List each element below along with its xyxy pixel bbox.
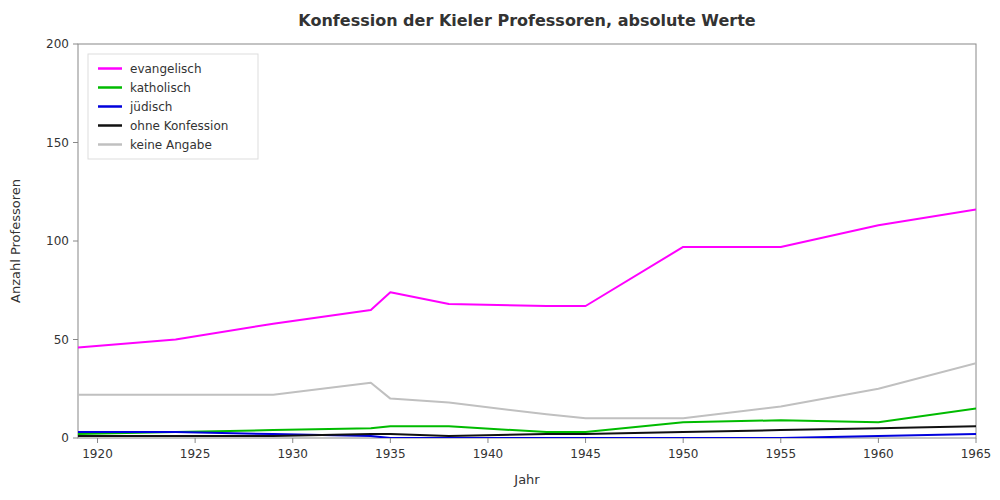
legend-label: ohne Konfession — [130, 119, 228, 133]
series-line — [78, 363, 976, 418]
series-line — [78, 426, 976, 436]
legend: evangelisch katholisch jüdisch ohne Konfess… — [88, 54, 258, 159]
x-tick-label: 1930 — [277, 447, 308, 461]
x-tick — [683, 438, 684, 443]
x-tick — [195, 438, 196, 443]
y-tick — [73, 142, 78, 143]
legend-swatch — [98, 143, 122, 146]
y-tick — [73, 438, 78, 439]
x-tick-label: 1950 — [668, 447, 699, 461]
x-tick-label: 1955 — [766, 447, 797, 461]
x-tick-label: 1960 — [863, 447, 894, 461]
plot-frame — [78, 44, 976, 438]
y-axis: 0 50 100 150 200 — [46, 37, 78, 445]
legend-swatch — [98, 67, 122, 70]
x-tick — [780, 438, 781, 443]
chart-svg: 1920 1925 1930 1935 1940 1945 1950 1955 1960 1965… — [0, 0, 1000, 500]
y-tick-label: 200 — [46, 37, 69, 51]
y-tick-label: 100 — [46, 234, 69, 248]
y-tick — [73, 241, 78, 242]
x-tick-label: 1945 — [570, 447, 601, 461]
legend-label: evangelisch — [130, 62, 202, 76]
chart-title: Konfession der Kieler Professoren, absol… — [298, 11, 756, 30]
x-tick-label: 1940 — [473, 447, 504, 461]
y-tick-label: 0 — [61, 431, 69, 445]
x-tick — [878, 438, 879, 443]
legend-box — [88, 54, 258, 159]
x-tick — [976, 438, 977, 443]
x-axis-label: Jahr — [513, 472, 540, 487]
x-tick-label: 1965 — [961, 447, 992, 461]
y-tick — [73, 44, 78, 45]
x-tick — [97, 438, 98, 443]
x-tick — [585, 438, 586, 443]
legend-swatch — [98, 86, 122, 89]
y-tick-label: 50 — [54, 333, 69, 347]
y-tick — [73, 339, 78, 340]
x-tick-label: 1925 — [180, 447, 211, 461]
x-tick — [292, 438, 293, 443]
legend-swatch — [98, 124, 122, 127]
x-tick-label: 1935 — [375, 447, 406, 461]
lines — [78, 209, 976, 438]
legend-label: jüdisch — [129, 100, 172, 114]
x-tick — [390, 438, 391, 443]
y-tick-label: 150 — [46, 136, 69, 150]
legend-label: katholisch — [130, 81, 191, 95]
x-axis: 1920 1925 1930 1935 1940 1945 1950 1955 1960 1965 — [82, 438, 991, 461]
x-tick-label: 1920 — [82, 447, 113, 461]
legend-label: keine Angabe — [130, 138, 212, 152]
legend-swatch — [98, 105, 122, 108]
series-line — [78, 209, 976, 347]
y-axis-label: Anzahl Professoren — [8, 179, 23, 303]
x-tick — [487, 438, 488, 443]
